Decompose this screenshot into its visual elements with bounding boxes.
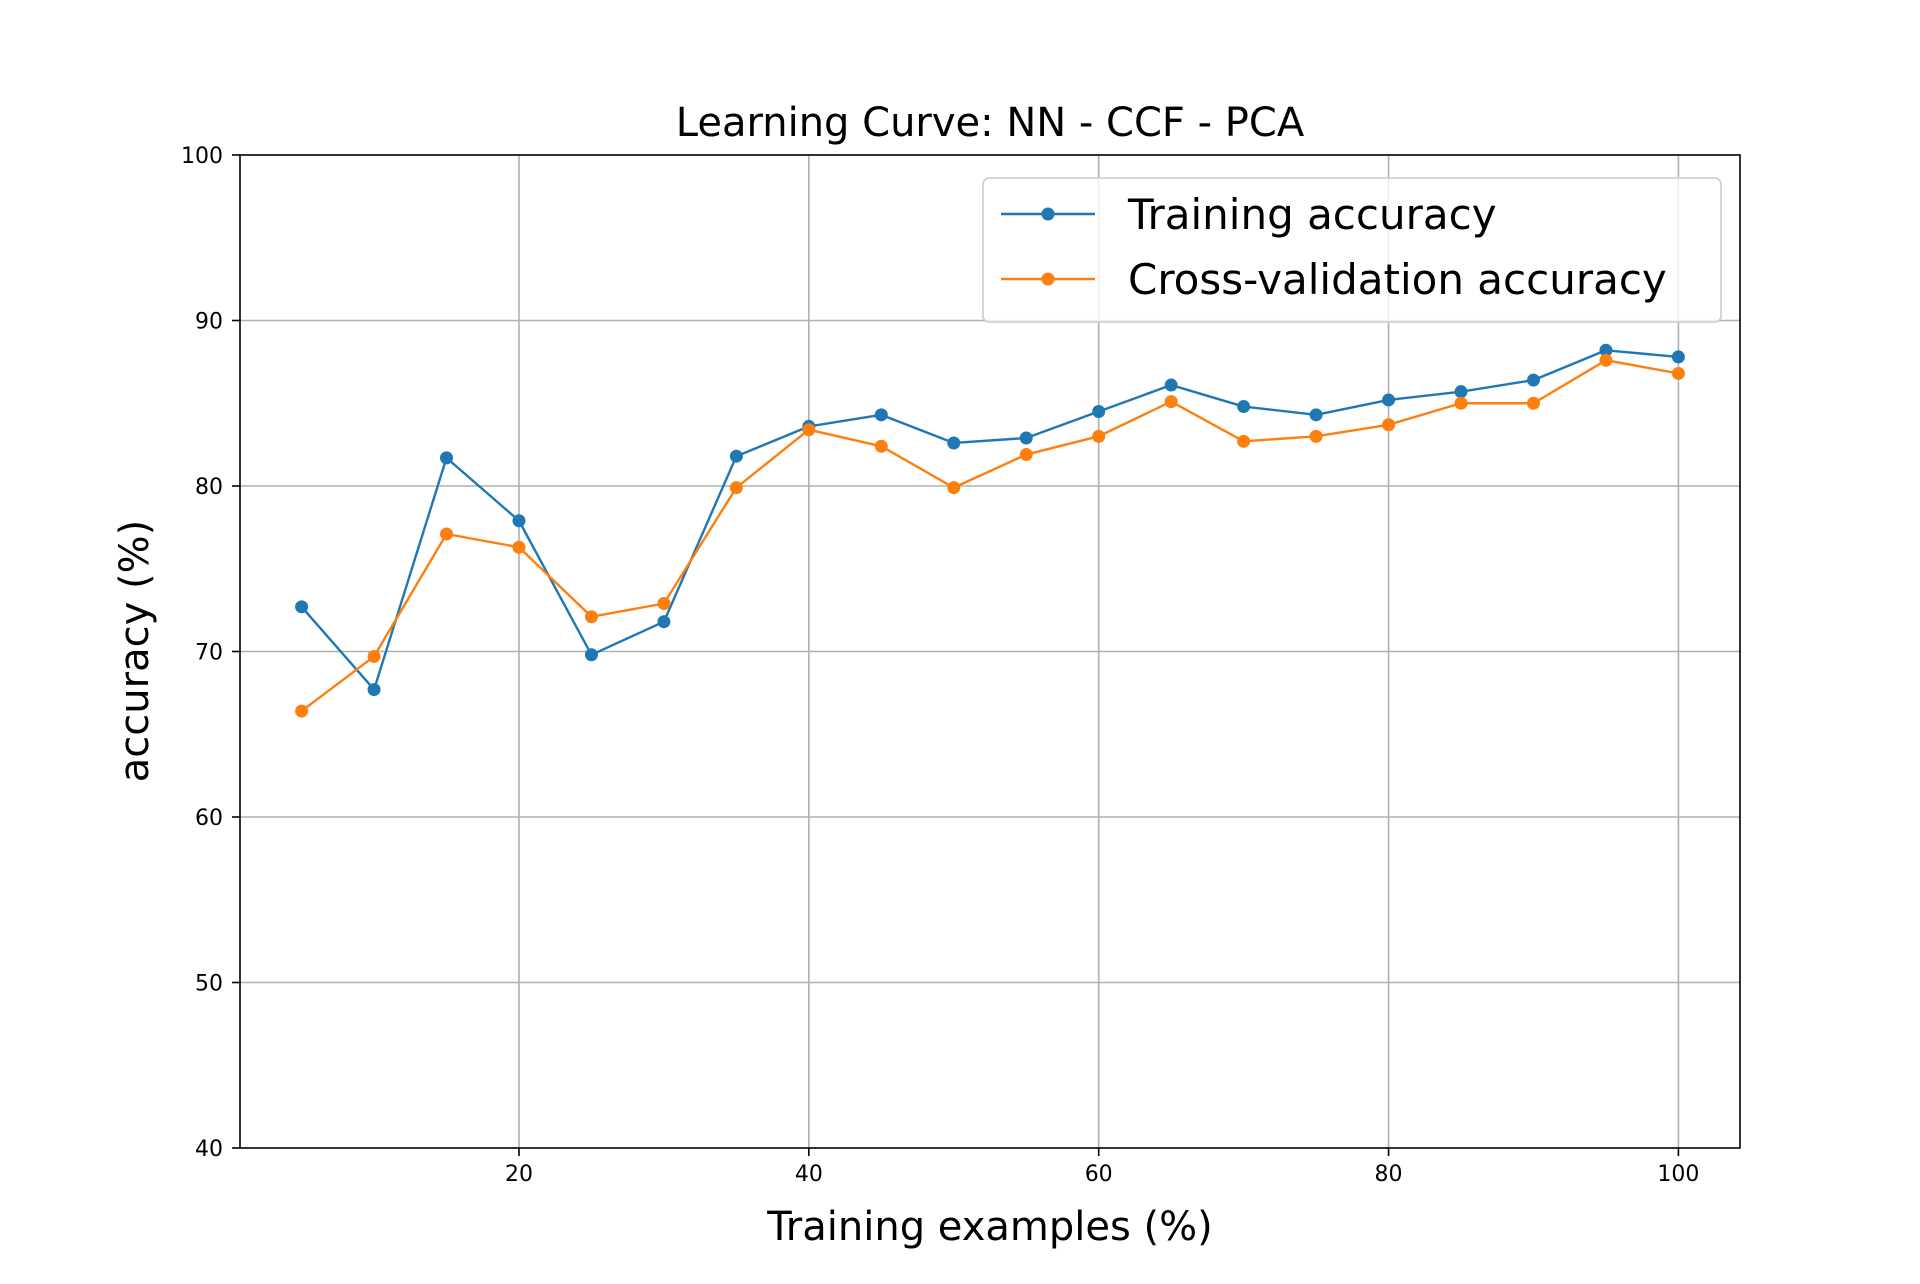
legend-marker-cross-validation [1041, 272, 1055, 286]
data-point-cross-validation [295, 704, 309, 718]
data-point-training [584, 648, 598, 662]
data-point-training [295, 600, 309, 614]
data-point-training [1671, 350, 1685, 364]
data-point-cross-validation [1382, 418, 1396, 432]
y-tick-label: 50 [195, 972, 223, 997]
data-point-cross-validation [512, 540, 526, 554]
y-tick-label: 80 [195, 475, 223, 500]
y-tick-label: 70 [195, 641, 223, 666]
y-tick-label: 100 [181, 144, 223, 169]
series-training [295, 343, 1685, 697]
legend-label-cross-validation: Cross-validation accuracy [1128, 255, 1667, 304]
data-point-cross-validation [1237, 434, 1251, 448]
x-axis-title: Training examples (%) [766, 1204, 1213, 1250]
data-point-training [512, 514, 526, 528]
series-layer [295, 343, 1685, 718]
x-tick-label: 60 [1085, 1162, 1113, 1187]
data-point-cross-validation [1019, 448, 1033, 462]
data-point-training [1599, 343, 1613, 357]
data-point-training [657, 615, 671, 629]
ticks: 20 40 60 80 100 40 50 60 70 80 90 100 [181, 144, 1699, 1187]
x-tick-label: 20 [505, 1162, 533, 1187]
data-point-training [947, 436, 961, 450]
data-point-cross-validation [1454, 396, 1468, 410]
data-point-training [1092, 405, 1106, 419]
data-point-cross-validation [1092, 429, 1106, 443]
data-point-cross-validation [729, 481, 743, 495]
data-point-cross-validation [367, 649, 381, 663]
series-cross-validation [295, 353, 1685, 718]
data-point-cross-validation [1671, 366, 1685, 380]
data-point-cross-validation [1526, 396, 1540, 410]
data-point-training [729, 449, 743, 463]
data-point-training [874, 408, 888, 422]
x-tick-label: 40 [795, 1162, 823, 1187]
legend-box [982, 177, 1722, 323]
data-point-training [1019, 431, 1033, 445]
data-point-training [1454, 385, 1468, 399]
data-point-cross-validation [1309, 429, 1323, 443]
data-point-cross-validation [947, 481, 961, 495]
y-axis-title: accuracy (%) [112, 520, 158, 782]
data-point-cross-validation [1599, 353, 1613, 367]
legend-label-training: Training accuracy [1127, 190, 1497, 239]
legend: Training accuracy Cross-validation accur… [982, 177, 1722, 323]
y-tick-label: 90 [195, 310, 223, 335]
data-point-training [1237, 400, 1251, 414]
x-tick-label: 100 [1657, 1162, 1699, 1187]
data-point-training [440, 451, 454, 465]
chart-title: Learning Curve: NN - CCF - PCA [676, 100, 1305, 146]
legend-marker-training [1041, 207, 1055, 221]
series-line-cross-validation [300, 359, 1679, 713]
data-point-cross-validation [1164, 395, 1178, 409]
data-point-cross-validation [802, 423, 816, 437]
data-point-training [1164, 378, 1178, 392]
data-point-training [367, 683, 381, 697]
y-tick-label: 40 [195, 1137, 223, 1162]
data-point-training [1309, 408, 1323, 422]
y-tick-label: 60 [195, 806, 223, 831]
data-point-cross-validation [440, 527, 454, 541]
data-point-cross-validation [874, 439, 888, 453]
data-point-training [1526, 373, 1540, 387]
data-point-training [1382, 393, 1396, 407]
data-point-cross-validation [584, 610, 598, 624]
x-tick-label: 80 [1375, 1162, 1403, 1187]
data-point-cross-validation [657, 597, 671, 611]
series-line-training [300, 349, 1679, 691]
